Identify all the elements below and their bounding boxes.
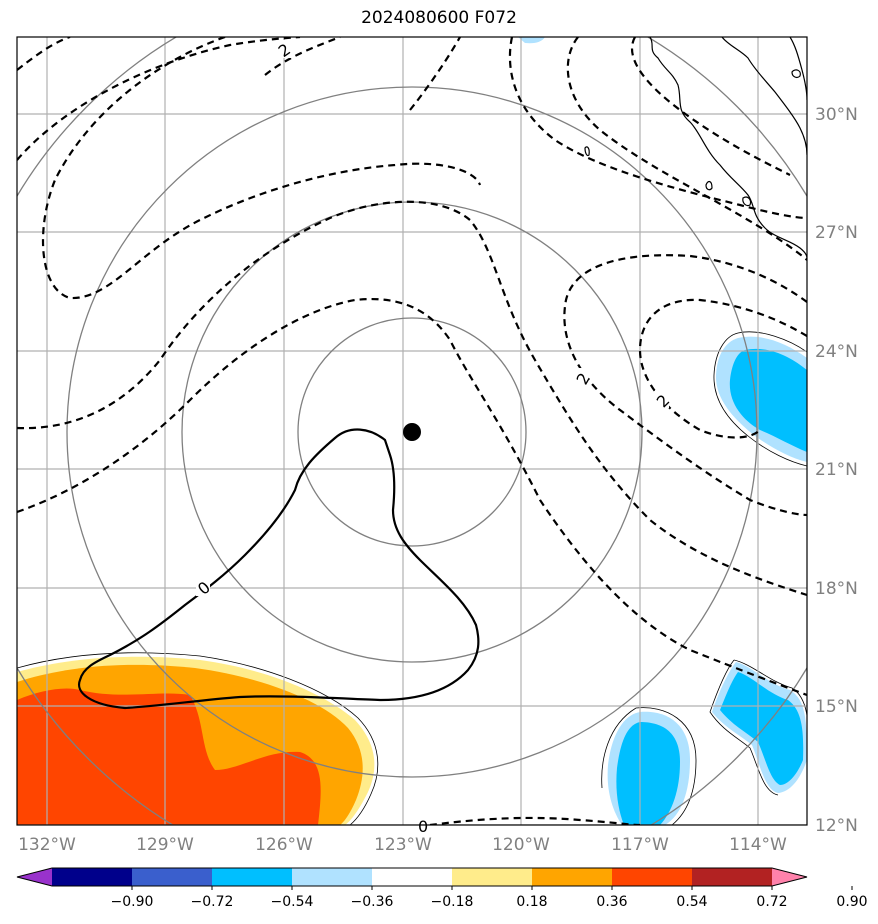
lon-tick: 123°W [374, 835, 432, 855]
shade-blue-region-south [616, 722, 680, 825]
shade-lightblue-patch-top [518, 37, 545, 44]
contour-dashed-ne-1 [508, 37, 807, 220]
shade-blue-region-east [729, 348, 807, 452]
colorbar-segment [452, 868, 533, 886]
contour-dashed-north-top [17, 37, 71, 71]
colorbar-tick-label: −0.72 [191, 894, 234, 910]
storm-center-marker [403, 423, 421, 441]
lat-tick: 15°N [815, 697, 858, 717]
shaded-field [17, 37, 807, 825]
contour-dashed-north-2 [17, 37, 301, 161]
coastline-island-4 [742, 196, 752, 207]
lon-tick: 120°W [492, 835, 550, 855]
lon-tick: 117°W [611, 835, 669, 855]
plot-frame [16, 36, 808, 826]
lat-tick: 27°N [815, 223, 858, 243]
colorbar-segment [292, 868, 373, 886]
shade-outline-west [17, 652, 379, 825]
lat-tick: 30°N [815, 105, 858, 125]
colorbar-segment [372, 868, 453, 886]
colorbar-segment [532, 868, 613, 886]
contour-dashed-west-2 [17, 298, 807, 697]
colorbar-extend-high [772, 868, 807, 886]
lon-tick: 132°W [18, 835, 76, 855]
lon-tick: 114°W [729, 835, 787, 855]
lon-tick-labels: 132°W 129°W 126°W 123°W 120°W 117°W 114°… [18, 835, 787, 855]
shade-red-region [17, 688, 321, 825]
coastline-island-1 [791, 69, 801, 78]
colorbar-tick-label: −0.90 [111, 894, 154, 910]
colorbar-tick-label: 0.90 [836, 894, 867, 910]
lat-tick-labels: 30°N 27°N 24°N 21°N 18°N 15°N 12°N [815, 105, 858, 836]
colorbar-tick-label: 0.72 [756, 894, 787, 910]
shade-blue-region-se [720, 672, 804, 785]
colorbar-segment [132, 868, 213, 886]
lat-tick: 18°N [815, 579, 858, 599]
contour-dashed-south [429, 816, 641, 825]
colorbar-tick-label: −0.36 [351, 894, 394, 910]
colorbar-segment [692, 868, 773, 886]
colorbar-tick-label: −0.54 [271, 894, 314, 910]
range-ring-1 [297, 317, 527, 547]
coastline-island-3 [584, 146, 590, 157]
colorbar-segment [212, 868, 293, 886]
contour-dashed-ne-2 [566, 37, 807, 261]
contour-dashed-nw-loop [41, 37, 482, 300]
colorbar: −0.90 −0.72 −0.54 −0.36 −0.18 0.18 0.36 0.54 0.7… [16, 867, 868, 910]
colorbar-tick-label: −0.18 [431, 894, 474, 910]
lat-tick: 21°N [815, 460, 858, 480]
coastline-baja [649, 37, 807, 259]
contour-label-zero-south: 0 [418, 817, 428, 836]
shade-outline-se [709, 659, 807, 796]
colorbar-segment [52, 868, 133, 886]
lat-tick: 12°N [815, 816, 858, 836]
lat-tick: 24°N [815, 342, 858, 362]
colorbar-extend-low [17, 868, 52, 886]
shade-outline-south [601, 707, 697, 825]
contour-dashed-west-1 [17, 200, 807, 597]
contour-zero-solid [77, 428, 480, 710]
lon-tick: 129°W [136, 835, 194, 855]
colorbar-tick-label: 0.18 [516, 894, 547, 910]
colorbar-tick-label: 0.54 [676, 894, 707, 910]
coastline-gulf [721, 37, 807, 156]
shade-outline-east [713, 331, 807, 467]
colorbar-tick-label: 0.36 [596, 894, 627, 910]
contour-dashed-north-3 [264, 37, 341, 76]
contour-labels: 2 2 2 0 0 [194, 40, 673, 836]
map-title: 2024080600 F072 [361, 8, 517, 28]
contour-dashed-north-4 [409, 37, 461, 111]
colorbar-outline [16, 867, 808, 887]
negative-contours [17, 37, 807, 825]
colorbar-segment [612, 868, 693, 886]
lon-tick: 126°W [255, 835, 313, 855]
coastline-mainland [789, 37, 807, 101]
coastline-island-2 [705, 181, 713, 191]
graticule [17, 37, 807, 825]
